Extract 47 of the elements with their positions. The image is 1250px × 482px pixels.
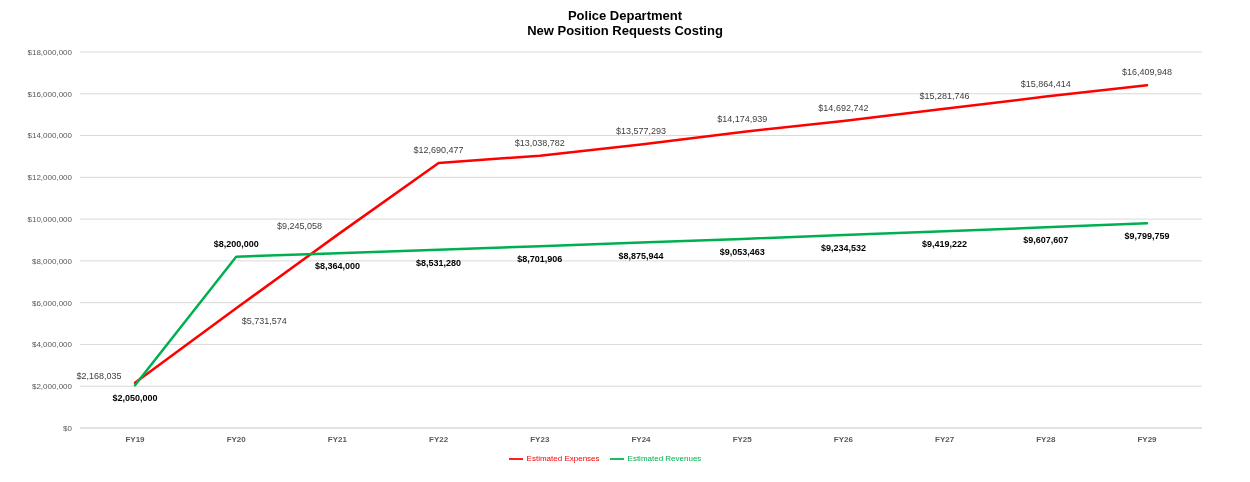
data-label: $14,692,742 [818,103,869,114]
x-tick-label: FY20 [226,434,247,444]
data-label: $8,364,000 [314,261,360,272]
data-label: $9,053,463 [719,246,765,257]
x-tick-label: FY19 [125,434,146,444]
x-tick-label: FY26 [833,434,854,444]
x-tick-label: FY29 [1137,434,1158,444]
data-label: $16,409,948 [1121,67,1173,78]
y-tick-label: $2,000,000 [31,382,73,392]
legend-label: Estimated Revenues [627,454,702,464]
data-label: $13,577,293 [615,126,667,137]
y-tick-label: $4,000,000 [31,340,73,350]
chart-title: Police Department [566,8,684,23]
data-label: $14,174,939 [717,113,768,124]
y-tick-label: $6,000,000 [31,298,73,308]
y-tick-label: $16,000,000 [27,89,73,99]
chart-subtitle: New Position Requests Costing [526,23,724,38]
x-tick-label: FY23 [530,434,550,444]
x-tick-label: FY25 [732,434,753,444]
y-tick-label: $12,000,000 [27,173,73,183]
x-tick-label: FY27 [935,434,955,444]
y-tick-label: $10,000,000 [27,214,73,224]
data-label: $15,281,746 [919,90,970,101]
data-label: $8,531,280 [416,257,462,268]
data-label: $13,038,782 [514,137,565,148]
y-tick-label: $18,000,000 [27,47,73,57]
x-tick-label: FY28 [1036,434,1056,444]
legend-label: Estimated Expenses [526,454,600,464]
x-tick-label: FY24 [631,434,652,444]
data-label: $9,245,058 [276,220,322,231]
y-tick-label: $8,000,000 [31,256,73,266]
data-label: $8,701,906 [517,254,563,265]
data-label: $8,200,000 [213,238,259,249]
data-label: $9,607,607 [1023,235,1069,246]
data-label: $5,731,574 [241,316,287,327]
data-label: $9,419,222 [922,239,968,250]
data-label: $2,050,000 [112,393,158,404]
x-tick-label: FY22 [429,434,449,444]
x-tick-label: FY21 [327,434,348,444]
y-tick-label: $0 [63,423,73,433]
data-label: $15,864,414 [1020,78,1071,89]
data-label: $12,690,477 [413,144,464,155]
y-tick-label: $14,000,000 [27,131,73,141]
data-label: $8,875,944 [618,250,664,261]
data-label: $9,799,759 [1124,231,1170,242]
data-label: $2,168,035 [76,370,122,381]
data-label: $9,234,532 [820,243,866,254]
